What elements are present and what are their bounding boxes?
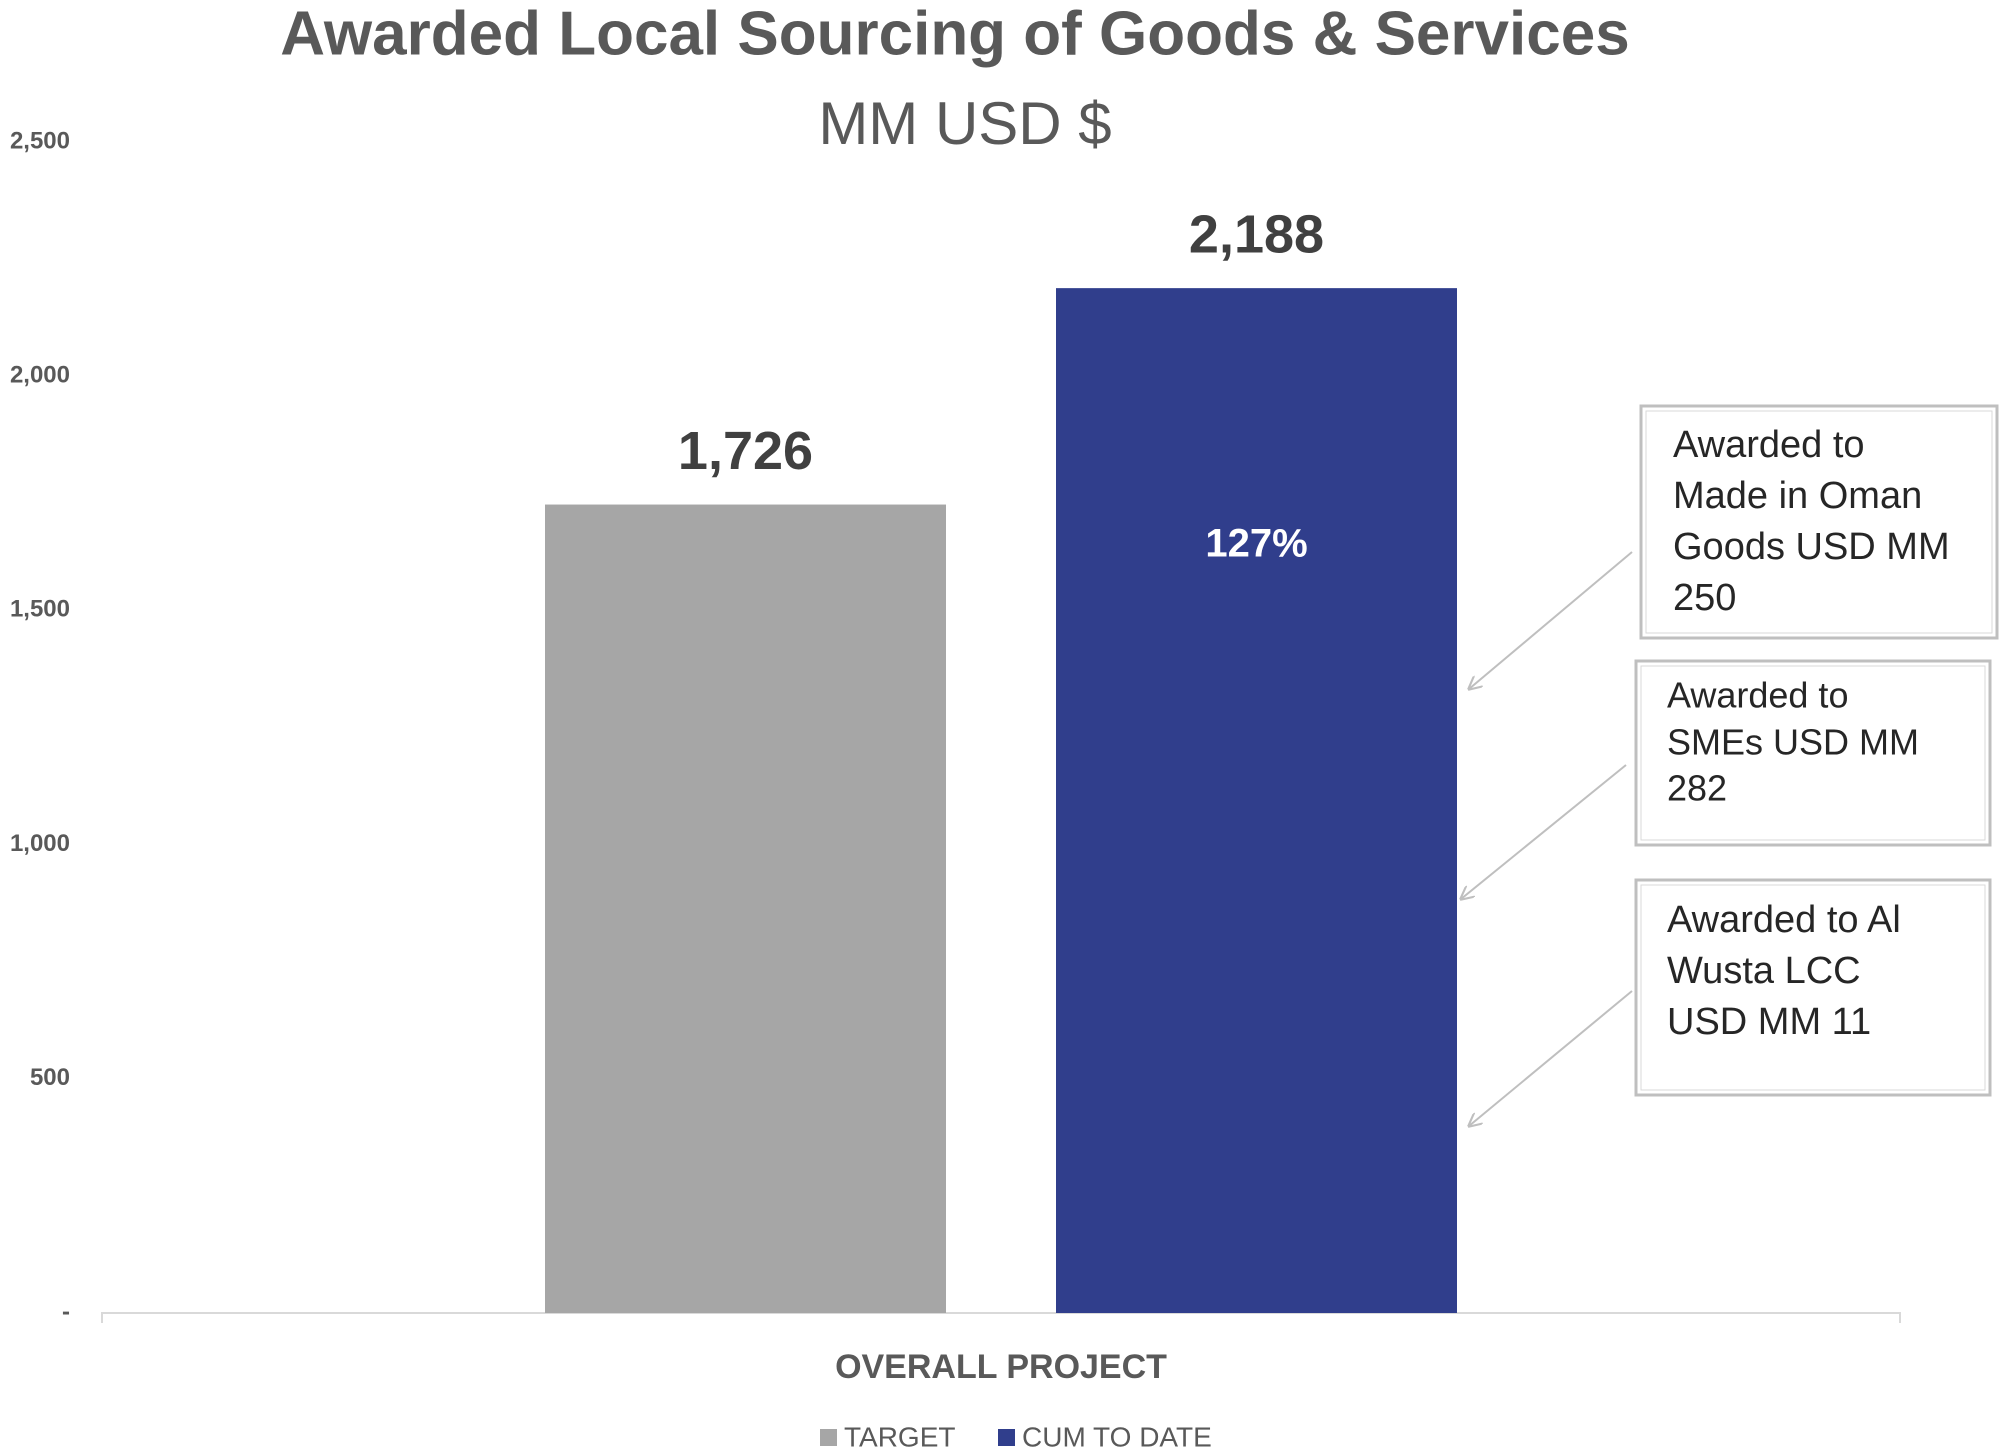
annotation-text: Awarded to Al <box>1667 899 1901 941</box>
annotation-text: Wusta LCC <box>1667 950 1861 992</box>
annotation-box <box>1634 878 1992 1097</box>
x-axis <box>101 1312 1901 1323</box>
annotation-text: SMEs USD MM <box>1667 722 1919 763</box>
y-tick-label: 500 <box>30 1064 70 1091</box>
chart-title: Awarded Local Sourcing of Goods & Servic… <box>280 0 1629 68</box>
annotation-box <box>1639 404 1999 640</box>
annotation-text: Awarded to <box>1673 424 1865 466</box>
annotation-box-inner <box>1645 410 1993 634</box>
annotation-box-inner <box>1640 665 1986 841</box>
value-label: 2,188 <box>1189 204 1324 264</box>
x-tick-label: OVERALL PROJECT <box>835 1348 1167 1386</box>
legend-swatch <box>998 1429 1015 1446</box>
annotation-text: 250 <box>1673 577 1736 619</box>
legend-label: CUM TO DATE <box>1022 1421 1212 1452</box>
value-label: 1,726 <box>678 421 813 481</box>
annotation-text: Made in Oman <box>1673 475 1922 517</box>
y-tick-label: 2,000 <box>10 362 70 389</box>
inner-label: 127% <box>1205 522 1307 566</box>
bar <box>1056 288 1457 1313</box>
y-tick-label: - <box>62 1298 70 1325</box>
y-tick-label: 1,500 <box>10 596 70 623</box>
annotation-text: Goods USD MM <box>1673 526 1950 568</box>
bar <box>545 504 946 1313</box>
annotation-box <box>1634 659 1992 847</box>
annotation-arrow <box>1469 551 1633 689</box>
legend-label: TARGET <box>844 1421 955 1452</box>
annotation-text: Awarded to <box>1667 675 1848 716</box>
annotation-arrow <box>1461 764 1627 899</box>
annotation-text: USD MM 11 <box>1667 1001 1871 1043</box>
y-tick-label: 2,500 <box>10 127 70 154</box>
annotation-text: 282 <box>1667 768 1727 809</box>
chart-subtitle: MM USD $ <box>818 90 1111 157</box>
legend-swatch <box>820 1429 837 1446</box>
annotation-arrow <box>1469 990 1633 1126</box>
y-tick-label: 1,000 <box>10 830 70 857</box>
annotation-box-inner <box>1640 884 1986 1091</box>
